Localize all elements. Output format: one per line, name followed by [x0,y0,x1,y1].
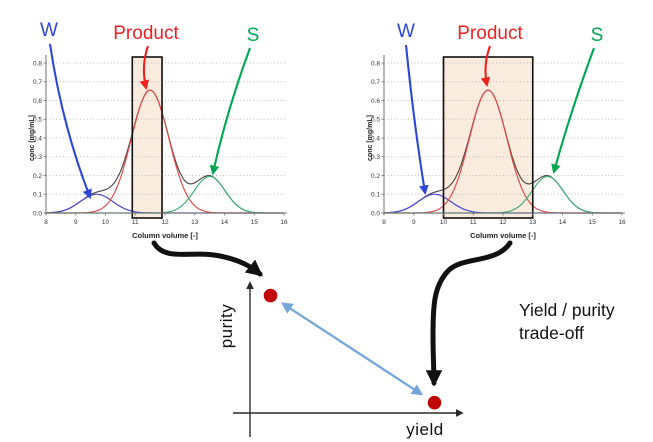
datapoint-high-yield-low-purity [427,395,442,410]
svg-text:0.2: 0.2 [33,173,42,180]
yield-axis-label: yield [406,420,444,439]
flow-arrow-narrow-cut [151,240,263,277]
svg-text:13: 13 [529,219,537,226]
svg-text:0.8: 0.8 [371,60,380,67]
x-axis-title: Column volume [-] [470,231,536,240]
svg-text:0.5: 0.5 [33,117,42,124]
svg-text:0.6: 0.6 [33,98,42,105]
svg-text:0.7: 0.7 [371,79,380,86]
svg-text:0.0: 0.0 [371,210,380,217]
peak-label-product: Product [113,23,179,44]
svg-text:10: 10 [440,219,448,226]
svg-text:15: 15 [589,219,597,226]
y-axis-title: conc [mg/mL] [367,115,374,161]
peak-label-s: S [591,25,604,46]
gridlines [46,62,286,195]
svg-text:8: 8 [44,219,48,226]
peak-label-s: S [247,25,260,46]
y-tick-labels: 0.0 0.1 0.2 0.3 0.4 0.5 0.6 0.7 0.8 [371,60,380,217]
svg-text:0.7: 0.7 [33,79,42,86]
peak-label-w: W [397,21,415,42]
tradeoff-caption: Yield / purity trade-off [519,299,615,345]
svg-text:15: 15 [251,219,259,226]
svg-text:16: 16 [280,219,288,226]
svg-text:14: 14 [221,219,229,226]
svg-text:9: 9 [74,219,78,226]
flow-arrow-wide-cut [425,240,513,387]
svg-text:12: 12 [499,219,507,226]
svg-text:11: 11 [132,219,139,226]
svg-text:12: 12 [161,219,169,226]
chromatogram-narrow-cut: 8 9 10 11 12 13 14 15 16 0.0 0.1 0.2 0.3 0.4 0.5 0.6 0.7… [29,20,288,240]
peak-label-w: W [40,20,58,41]
svg-text:8: 8 [382,219,386,226]
x-axis-title: Column volume [-] [132,231,198,240]
y-tick-labels: 0.0 0.1 0.2 0.3 0.4 0.5 0.6 0.7 0.8 [33,60,42,217]
x-tick-labels: 8 9 10 11 12 13 14 15 16 [44,219,288,226]
svg-text:0.5: 0.5 [371,117,380,124]
peak-arrow-product [139,45,150,91]
peak-arrow-s [551,47,595,174]
svg-text:0.1: 0.1 [371,192,380,199]
caption-line-1: Yield / purity [519,300,615,320]
svg-text:0.2: 0.2 [371,173,380,180]
svg-text:0.1: 0.1 [33,192,42,199]
svg-text:10: 10 [102,219,110,226]
svg-text:0.3: 0.3 [371,154,380,161]
collection-window-frame [131,56,163,219]
svg-text:14: 14 [559,219,567,226]
collection-window-frame [442,56,534,219]
peak-arrow-w [404,44,429,196]
gridlines [384,62,624,195]
purity-axis-label: purity [217,303,236,349]
svg-text:0.4: 0.4 [371,135,380,142]
peak-label-product: Product [457,23,523,44]
caption-line-2: trade-off [519,323,584,343]
peak-arrow-product [480,45,491,88]
datapoint-high-purity-low-yield [263,288,278,303]
svg-text:11: 11 [470,219,477,226]
svg-text:0.0: 0.0 [33,210,42,217]
peak-arrow-w [48,43,92,200]
peak-arrow-s [209,47,251,176]
svg-text:16: 16 [618,219,626,226]
svg-text:13: 13 [191,219,199,226]
y-axis-title: conc [mg/mL] [29,115,36,161]
chromatogram-wide-cut: 8 9 10 11 12 13 14 15 16 0.0 0.1 0.2 0.3 0.4 0.5 0.6 0.7… [367,21,626,240]
svg-text:0.3: 0.3 [33,154,42,161]
svg-text:0.4: 0.4 [33,135,42,142]
svg-text:0.6: 0.6 [371,98,380,105]
tradeoff-double-arrow [280,302,424,396]
x-tick-labels: 8 9 10 11 12 13 14 15 16 [382,219,626,226]
svg-text:0.8: 0.8 [33,60,42,67]
svg-text:9: 9 [412,219,416,226]
